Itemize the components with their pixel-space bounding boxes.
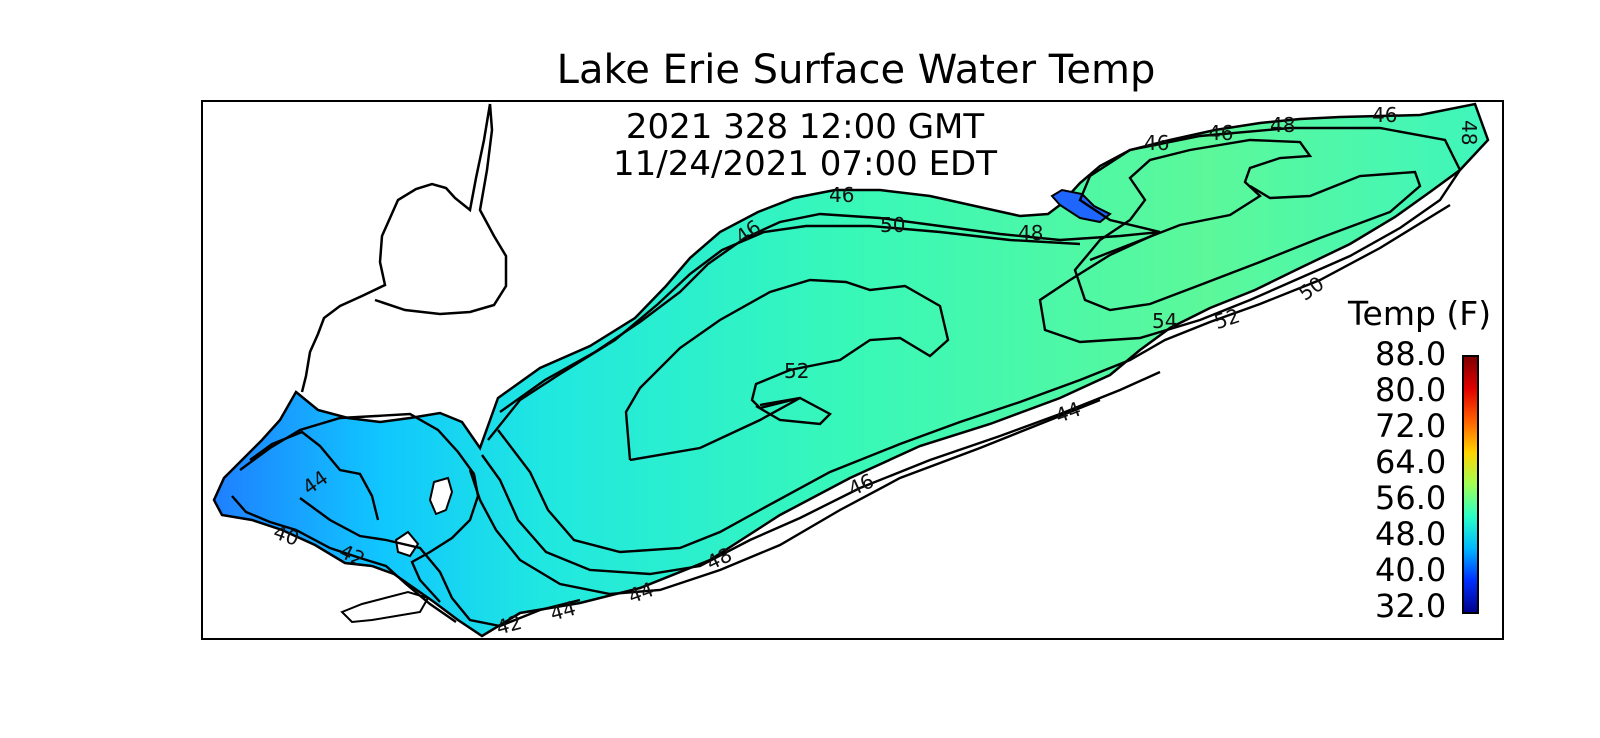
contour-label: 48 [1018, 221, 1043, 245]
colorbar-tick: 56.0 [1375, 479, 1447, 517]
contour-label: 46 [1144, 131, 1169, 155]
pelee-island [428, 476, 454, 516]
colorbar-tick: 88.0 [1375, 335, 1447, 373]
colorbar-tick: 64.0 [1375, 443, 1447, 481]
colorbar-tick: 80.0 [1375, 371, 1447, 409]
timestamp-gmt: 2021 328 12:00 GMT [625, 107, 985, 147]
map-title: Lake Erie Surface Water Temp [556, 47, 1156, 93]
colorbar [1462, 355, 1479, 614]
colorbar-tick: 40.0 [1375, 551, 1447, 589]
contour-label: 54 [1152, 309, 1177, 333]
long-point-bay [1050, 188, 1112, 224]
contour-label: 52 [784, 359, 809, 383]
contour-label: 46 [1372, 103, 1397, 127]
lake-erie-water [212, 102, 1490, 638]
contour-label: 46 [829, 183, 854, 207]
kelleys-point [340, 590, 430, 624]
contour-label: 50 [1294, 271, 1329, 305]
contour-label: 50 [880, 213, 905, 237]
contour-label: 48 [1457, 120, 1481, 145]
contour-label: 52 [1211, 303, 1243, 334]
colorbar-tick: 72.0 [1375, 407, 1447, 445]
lake-map: 52 54 52 50 48 46 46 46 48 46 50 48 46 4… [212, 102, 1490, 640]
contour-label: 48 [1270, 113, 1295, 137]
lake-st-clair-outline [300, 103, 508, 393]
colorbar-title: Temp (F) [1348, 294, 1492, 333]
timestamp-local: 11/24/2021 07:00 EDT [613, 144, 997, 184]
contour-lines [231, 126, 1462, 628]
contour-label: 46 [1208, 121, 1233, 145]
colorbar-tick: 32.0 [1375, 587, 1447, 625]
map-frame [201, 100, 1504, 640]
colorbar-tick: 48.0 [1375, 515, 1447, 553]
contour-label: 44 [1052, 397, 1084, 428]
